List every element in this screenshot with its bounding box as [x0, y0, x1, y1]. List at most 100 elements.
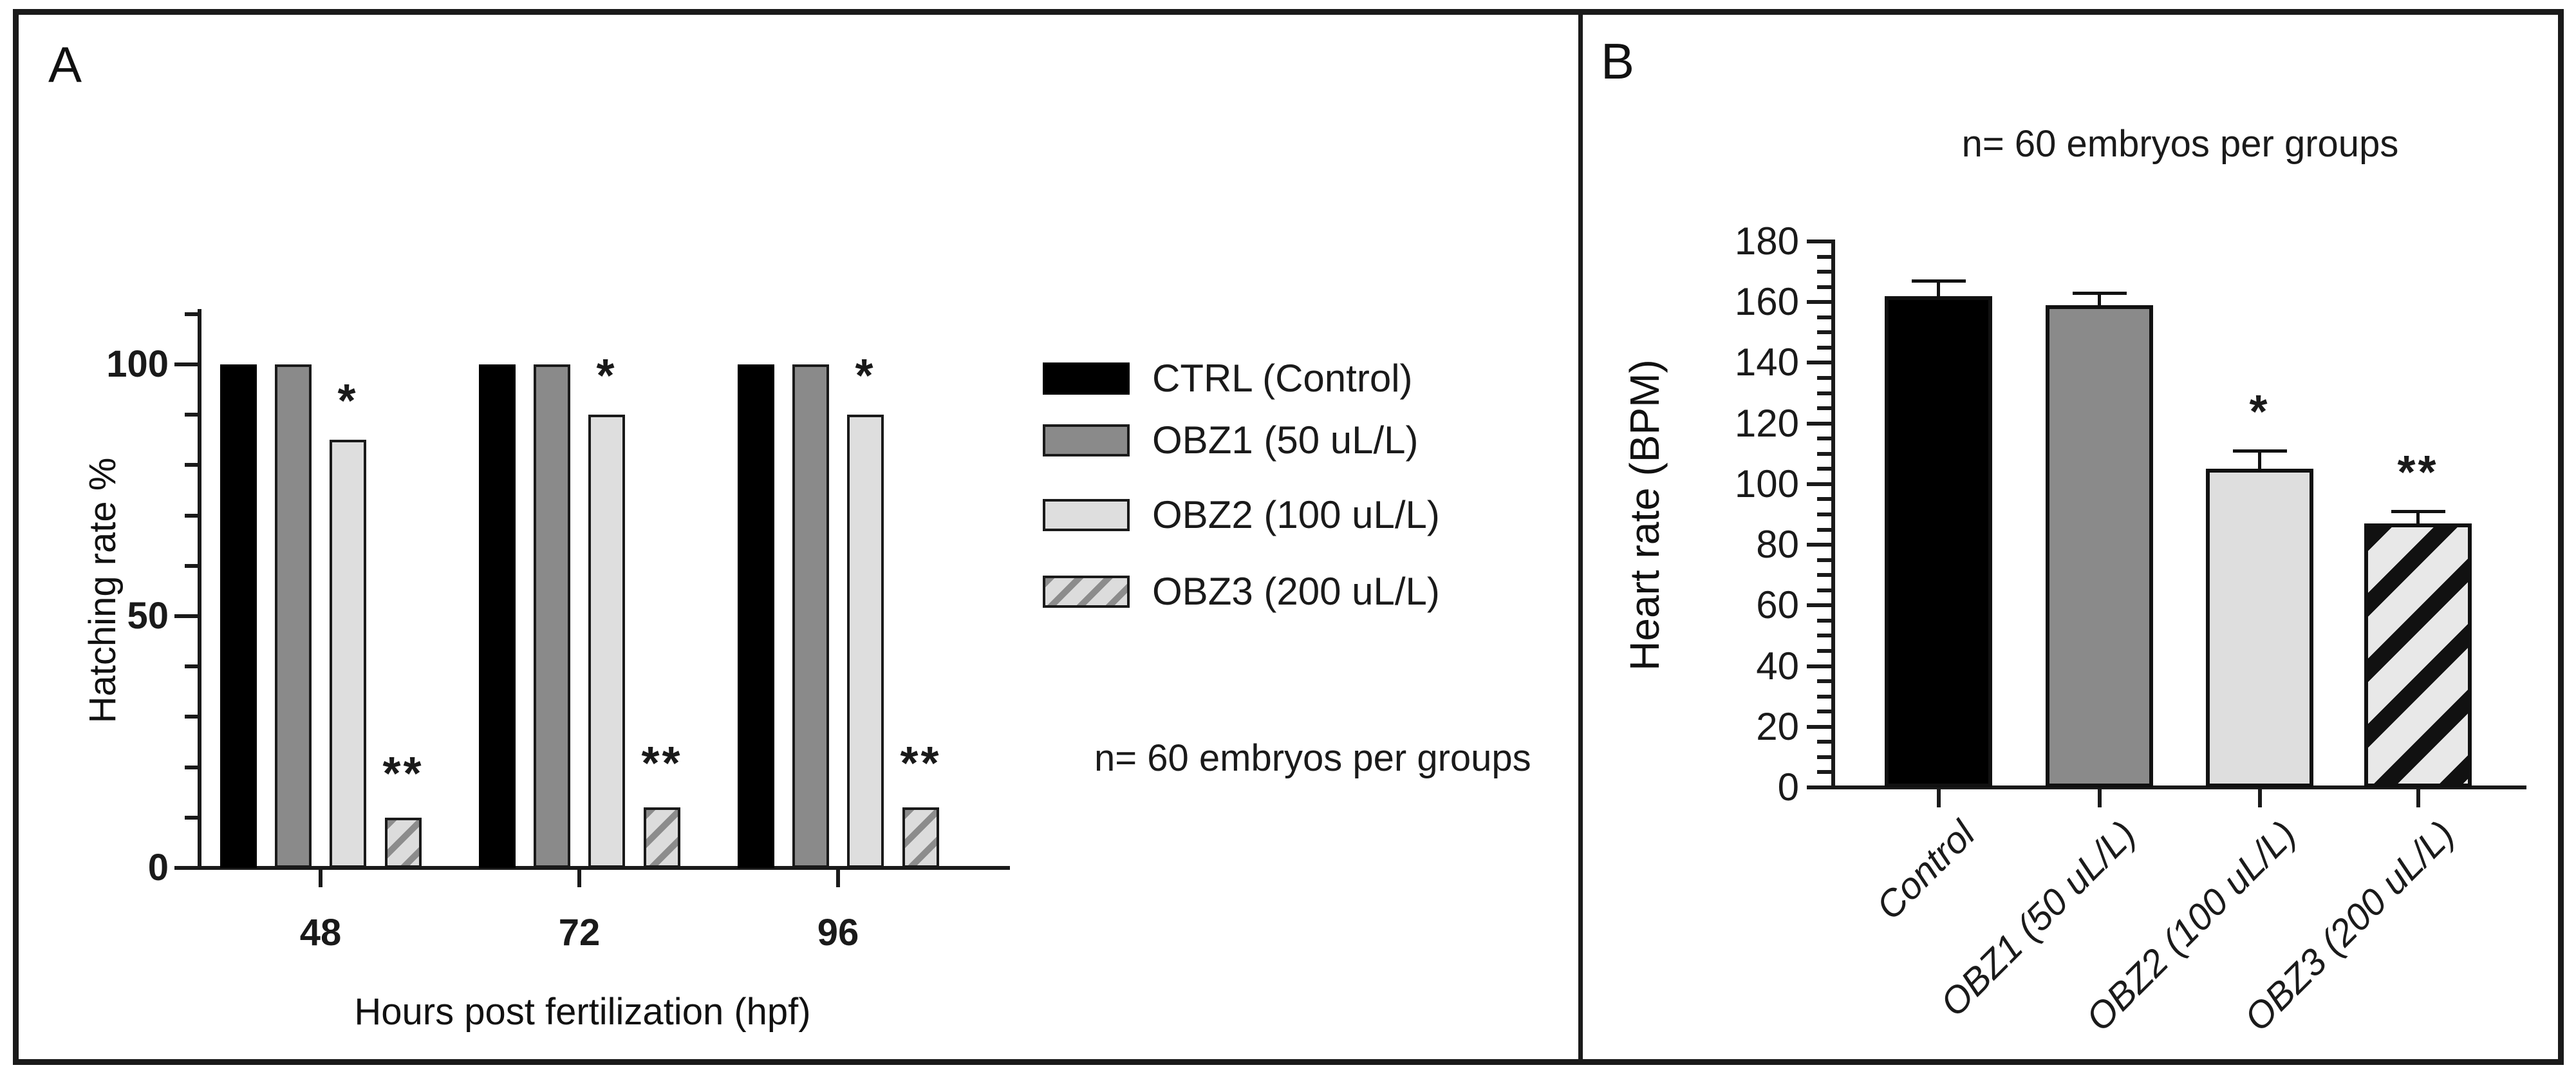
- y-tick-minor: [1817, 588, 1831, 592]
- error-bar-stem: [2258, 451, 2261, 469]
- significance-marker: **: [900, 738, 942, 790]
- error-bar-stem: [2416, 511, 2420, 524]
- x-tick: [836, 868, 840, 887]
- legend-label-obz2: OBZ2 (100 uL/L): [1152, 493, 1440, 536]
- y-tick-minor: [1817, 330, 1831, 335]
- y-tick-label: 60: [1756, 583, 1799, 627]
- legend-label-ctrl: CTRL (Control): [1152, 357, 1413, 400]
- x-tick: [2257, 789, 2262, 807]
- y-tick-minor: [185, 765, 198, 769]
- y-tick-label: 40: [1756, 644, 1799, 688]
- bar-obz1-96: [792, 364, 829, 868]
- panel-b-x-axis: [1831, 785, 2526, 789]
- y-tick-minor: [1817, 573, 1831, 578]
- y-tick-minor: [1817, 755, 1831, 759]
- y-tick-minor: [185, 815, 198, 820]
- bar-obz2-72: [588, 415, 625, 868]
- y-tick-major: [1807, 724, 1831, 729]
- y-tick-major: [174, 614, 198, 618]
- y-tick-minor: [185, 664, 198, 669]
- panel-b-y-axis: [1831, 240, 1835, 789]
- panel-a-annotation: n= 60 embryos per groups: [1094, 737, 1531, 779]
- y-tick-label: 0: [147, 847, 169, 889]
- panel-a-x-axis-title: Hours post fertilization (hpf): [354, 991, 811, 1033]
- y-tick-major: [1807, 603, 1831, 608]
- y-tick-major: [1807, 785, 1831, 789]
- y-tick-major: [174, 866, 198, 870]
- x-tick: [577, 868, 581, 887]
- y-tick-major: [174, 362, 198, 366]
- y-tick-minor: [185, 463, 198, 467]
- panel-a-y-axis: [198, 309, 201, 870]
- y-tick-minor: [185, 563, 198, 568]
- y-tick-minor: [1817, 391, 1831, 395]
- significance-marker: **: [2397, 447, 2439, 499]
- significance-marker: **: [382, 748, 424, 800]
- y-tick-label: 160: [1734, 280, 1799, 324]
- bar-obz1: [2046, 305, 2153, 787]
- y-tick-minor: [185, 312, 198, 316]
- error-bar-cap: [2391, 510, 2445, 514]
- y-tick-minor: [1817, 694, 1831, 699]
- panel-divider: [1578, 9, 1583, 1062]
- y-tick-minor: [1817, 770, 1831, 775]
- y-tick-minor: [185, 413, 198, 417]
- error-bar-cap: [2072, 292, 2127, 296]
- y-tick-minor: [1817, 527, 1831, 532]
- y-tick-minor: [1817, 345, 1831, 350]
- y-tick-major: [1807, 421, 1831, 426]
- panel-a-label: A: [48, 36, 82, 93]
- y-tick-minor: [1817, 451, 1831, 456]
- y-tick-minor: [1817, 740, 1831, 744]
- bar-obz3-72: [644, 807, 680, 868]
- bar-obz3-96: [902, 807, 939, 868]
- y-tick-label: 20: [1756, 704, 1799, 748]
- significance-marker: **: [641, 738, 683, 790]
- legend-swatch-obz1: [1043, 424, 1130, 456]
- y-tick-label: 180: [1734, 220, 1799, 263]
- bar-obz2-96: [847, 415, 884, 868]
- y-tick-minor: [1817, 679, 1831, 684]
- y-tick-minor: [1817, 437, 1831, 441]
- panel-b-label: B: [1601, 33, 1635, 89]
- y-tick-label: 80: [1756, 523, 1799, 567]
- panel-a-x-axis: [198, 866, 1010, 870]
- y-tick-major: [1807, 240, 1831, 243]
- y-tick-minor: [1817, 270, 1831, 274]
- error-bar-stem: [2098, 293, 2101, 305]
- panel-a-y-axis-title: Hatching rate %: [82, 457, 124, 724]
- y-tick-minor: [1817, 618, 1831, 623]
- y-tick-minor: [185, 513, 198, 518]
- figure-border: [13, 9, 2564, 1065]
- y-tick-minor: [1817, 512, 1831, 516]
- y-tick-label: 100: [1734, 462, 1799, 505]
- y-tick-minor: [1817, 254, 1831, 259]
- x-category-label: 48: [299, 912, 342, 954]
- significance-marker: *: [337, 375, 359, 428]
- y-tick-major: [1807, 543, 1831, 547]
- panel-b-y-axis-title: Heart rate (BPM): [1621, 359, 1668, 671]
- x-tick: [2097, 789, 2102, 807]
- y-tick-minor: [1817, 285, 1831, 289]
- y-tick-label: 100: [106, 343, 169, 385]
- y-tick-minor: [1817, 467, 1831, 471]
- y-tick-minor: [185, 715, 198, 719]
- x-tick: [319, 868, 322, 887]
- legend-label-obz1: OBZ1 (50 uL/L): [1152, 418, 1419, 462]
- y-tick-major: [1807, 300, 1831, 305]
- y-tick-major: [1807, 664, 1831, 668]
- bar-obz3-48: [385, 817, 422, 868]
- bar-obz2: [2206, 469, 2313, 787]
- y-tick-minor: [1817, 315, 1831, 319]
- bar-obz2-48: [330, 440, 366, 868]
- bar-obz1-72: [534, 364, 570, 868]
- y-tick-label: 120: [1734, 401, 1799, 445]
- error-bar-cap: [2232, 449, 2287, 453]
- y-tick-minor: [1817, 497, 1831, 502]
- y-tick-label: 50: [127, 595, 169, 637]
- error-bar-stem: [1937, 281, 1940, 296]
- x-tick: [2416, 789, 2420, 807]
- y-tick-major: [1807, 361, 1831, 365]
- bar-obz3: [2364, 523, 2472, 787]
